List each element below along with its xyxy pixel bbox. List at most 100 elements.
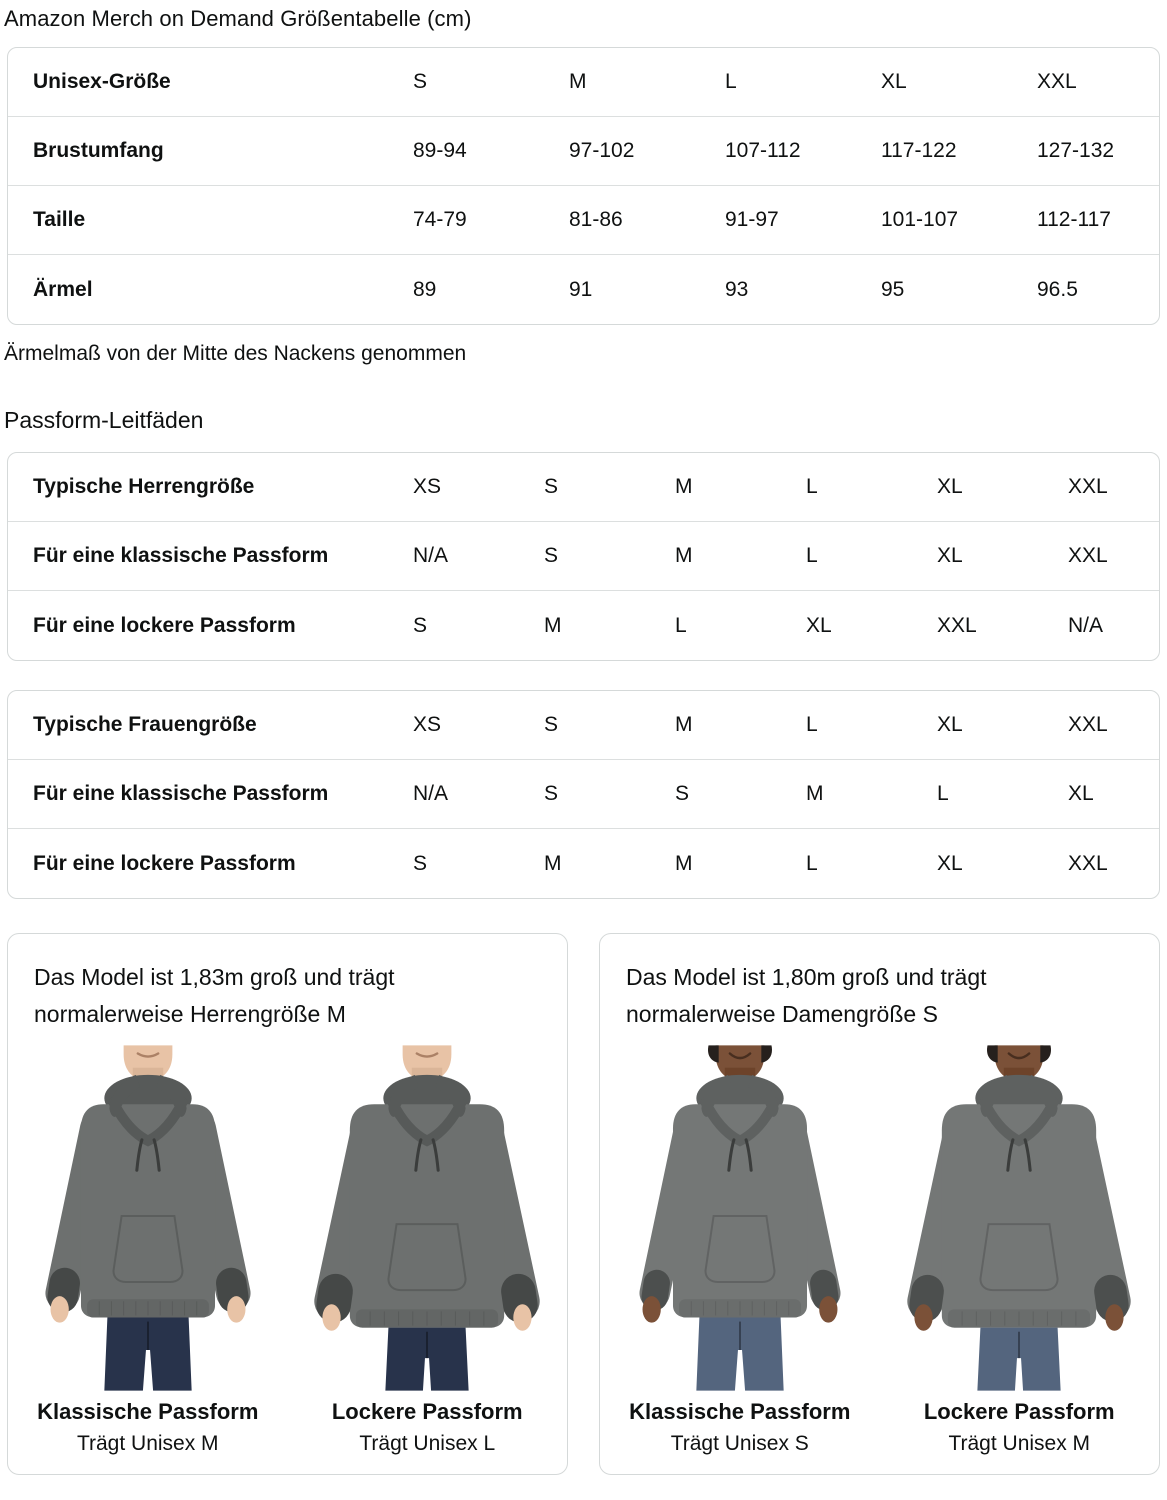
wears-label: Trägt Unisex M xyxy=(76,1432,219,1455)
size-cell: XXL xyxy=(1068,544,1108,567)
model-photo-classic-fit xyxy=(8,1043,288,1393)
caption-loose-fit: Lockere Passform Trägt Unisex M xyxy=(880,1399,1160,1456)
size-cell: S xyxy=(413,613,428,637)
size-cell: N/A xyxy=(1068,613,1104,637)
size-cell: N/A xyxy=(413,544,449,567)
model-photo-classic-fit xyxy=(600,1043,880,1393)
row-label: Typische Herrengröße xyxy=(33,475,255,498)
size-cell: 89 xyxy=(413,277,437,301)
model-description: Das Model ist 1,83m groß und trägt norma… xyxy=(34,964,395,1027)
row-label: Für eine lockere Passform xyxy=(33,613,296,637)
size-cell: XS xyxy=(413,475,442,498)
row-label: Ärmel xyxy=(33,277,93,301)
size-cell: XXL xyxy=(1068,851,1108,875)
fit-label: Lockere Passform xyxy=(923,1399,1115,1424)
table-row: Typische Herrengröße XS S M L XL XXL xyxy=(8,453,1159,522)
size-cell: XXL xyxy=(1068,475,1108,498)
caption-loose-fit: Lockere Passform Trägt Unisex L xyxy=(288,1399,568,1456)
size-cell: 127-132 xyxy=(1037,139,1115,162)
row-label: Taille xyxy=(33,208,86,231)
photo-captions: Klassische Passform Trägt Unisex M Locke… xyxy=(8,1399,567,1456)
size-cell: L xyxy=(725,70,737,93)
size-cell: L xyxy=(937,782,949,805)
table-row: Typische Frauengröße XS S M L XL XXL xyxy=(8,691,1159,760)
womens-model-card: Das Model ist 1,80m groß und trägt norma… xyxy=(599,933,1160,1475)
size-cell: 97-102 xyxy=(569,139,635,162)
size-cell: S xyxy=(544,544,559,567)
mens-fit-table: Typische Herrengröße XS S M L XL XXL Für… xyxy=(7,452,1160,661)
table-row: Für eine lockere Passform S M M L XL XXL xyxy=(8,829,1159,898)
wears-label: Trägt Unisex M xyxy=(948,1432,1091,1455)
photo-captions: Klassische Passform Trägt Unisex S Locke… xyxy=(600,1399,1159,1456)
sleeve-measure-note: Ärmelmaß von der Mitte des Nackens genom… xyxy=(4,342,467,365)
size-cell: S xyxy=(544,713,559,736)
size-cell: 96.5 xyxy=(1037,277,1078,301)
size-cell: XXL xyxy=(1037,70,1077,93)
size-cell: M xyxy=(544,851,562,875)
size-cell: 107-112 xyxy=(725,139,801,162)
row-label: Typische Frauengröße xyxy=(33,713,257,736)
size-cell: XL xyxy=(881,70,907,93)
size-cell: S xyxy=(413,70,428,93)
size-cell: 117-122 xyxy=(881,139,957,162)
model-photo-loose-fit xyxy=(880,1043,1160,1393)
mens-model-card: Das Model ist 1,83m groß und trägt norma… xyxy=(7,933,568,1475)
size-cell: L xyxy=(806,475,818,498)
caption-classic-fit: Klassische Passform Trägt Unisex S xyxy=(600,1399,880,1456)
row-label: Unisex-Größe xyxy=(33,70,171,93)
caption-classic-fit: Klassische Passform Trägt Unisex M xyxy=(8,1399,288,1456)
size-cell: 93 xyxy=(725,277,749,301)
page-title: Amazon Merch on Demand Größentabelle (cm… xyxy=(4,6,472,31)
model-cards: Das Model ist 1,83m groß und trägt norma… xyxy=(7,933,1160,1475)
size-cell: L xyxy=(806,713,818,736)
fit-label: Klassische Passform xyxy=(37,1399,259,1424)
size-cell: S xyxy=(544,782,559,805)
size-cell: M xyxy=(675,544,693,567)
size-cell: L xyxy=(806,544,818,567)
size-cell: M xyxy=(569,70,587,93)
size-cell: 91-97 xyxy=(725,208,779,231)
size-cell: S xyxy=(544,475,559,498)
table-row: Brustumfang 89-94 97-102 107-112 117-122… xyxy=(8,117,1159,186)
table-row: Für eine klassische Passform N/A S S M L… xyxy=(8,760,1159,829)
size-cell: M xyxy=(675,713,693,736)
row-label: Brustumfang xyxy=(33,139,164,162)
size-cell: L xyxy=(675,613,687,637)
fit-label: Lockere Passform xyxy=(331,1399,523,1424)
table-row: Taille 74-79 81-86 91-97 101-107 112-117 xyxy=(8,186,1159,255)
size-cell: XXL xyxy=(937,613,977,637)
table-row: Ärmel 89 91 93 95 96.5 xyxy=(8,255,1159,324)
model-photos xyxy=(600,1043,1159,1393)
size-cell: M xyxy=(675,475,693,498)
size-cell: M xyxy=(544,613,562,637)
size-cell: M xyxy=(675,851,693,875)
size-cell: 112-117 xyxy=(1037,208,1111,231)
size-cell: M xyxy=(806,782,824,805)
size-cell: XL xyxy=(806,613,832,637)
size-cell: 101-107 xyxy=(881,208,959,231)
size-cell: 91 xyxy=(569,277,593,301)
model-photo-loose-fit xyxy=(288,1043,568,1393)
fit-label: Klassische Passform xyxy=(629,1399,851,1424)
table-row: Unisex-Größe S M L XL XXL xyxy=(8,48,1159,117)
womens-fit-table: Typische Frauengröße XS S M L XL XXL Für… xyxy=(7,690,1160,899)
unisex-size-table: Unisex-Größe S M L XL XXL Brustumfang 89… xyxy=(7,47,1160,325)
size-cell: XS xyxy=(413,713,442,736)
size-cell: N/A xyxy=(413,782,449,805)
row-label: Für eine klassische Passform xyxy=(33,782,329,805)
size-cell: XXL xyxy=(1068,713,1108,736)
size-cell: 81-86 xyxy=(569,208,623,231)
row-label: Für eine lockere Passform xyxy=(33,851,296,875)
size-cell: S xyxy=(413,851,428,875)
size-cell: XL xyxy=(937,851,963,875)
wears-label: Trägt Unisex L xyxy=(359,1432,496,1455)
size-cell: 95 xyxy=(881,277,905,301)
size-cell: XL xyxy=(1068,782,1094,805)
size-cell: 89-94 xyxy=(413,139,467,162)
fit-guides-heading: Passform-Leitfäden xyxy=(4,407,204,433)
model-description: Das Model ist 1,80m groß und trägt norma… xyxy=(626,964,987,1027)
model-photos xyxy=(8,1043,567,1393)
table-row: Für eine klassische Passform N/A S M L X… xyxy=(8,522,1159,591)
wears-label: Trägt Unisex S xyxy=(670,1432,809,1455)
